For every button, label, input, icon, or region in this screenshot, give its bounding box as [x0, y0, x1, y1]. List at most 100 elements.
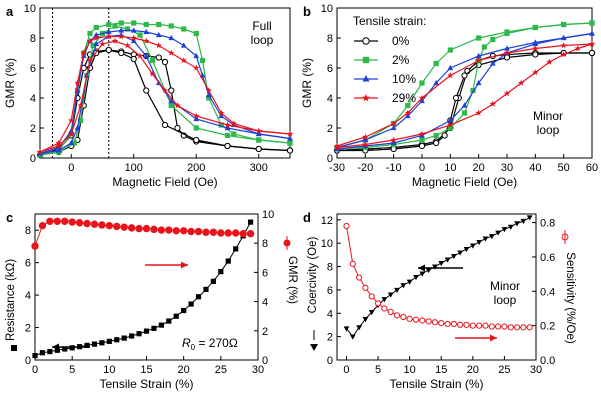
y-tick-label: 0 — [327, 153, 333, 165]
data-point — [149, 57, 156, 64]
data-point — [504, 45, 510, 51]
data-point — [413, 274, 419, 281]
data-point — [209, 228, 218, 236]
arrow-to-right-axis-head — [490, 334, 497, 342]
data-point — [224, 121, 231, 128]
data-point — [99, 40, 106, 47]
data-point — [193, 112, 200, 119]
data-point — [68, 218, 76, 226]
legend-marker — [362, 37, 370, 45]
data-point — [165, 226, 173, 234]
plot-frame — [39, 7, 291, 159]
x-tick-label: -30 — [329, 162, 345, 174]
data-point — [433, 139, 440, 147]
series-line — [345, 225, 530, 328]
data-point — [230, 120, 237, 127]
panel-letter: d — [303, 210, 311, 225]
data-point — [400, 283, 407, 289]
data-point — [418, 94, 426, 101]
data-point — [381, 297, 388, 303]
data-point — [255, 145, 262, 153]
series-coercivity — [343, 215, 533, 340]
data-point — [405, 102, 411, 109]
data-point — [80, 49, 87, 56]
data-point — [121, 335, 127, 341]
data-point — [546, 58, 553, 65]
data-point — [187, 227, 195, 236]
y-axis-label-left: Resistance (kΩ) — [5, 259, 17, 341]
data-point — [106, 338, 112, 344]
y-tick-label-left: 4 — [25, 290, 31, 302]
data-point — [256, 137, 262, 143]
data-point — [287, 140, 293, 146]
data-point — [156, 21, 162, 28]
data-point — [68, 127, 75, 134]
data-point — [38, 221, 47, 230]
data-point — [83, 219, 91, 228]
data-point — [447, 64, 454, 71]
data-point — [532, 39, 539, 45]
data-point — [224, 229, 232, 237]
data-point — [161, 87, 169, 94]
data-point — [180, 42, 187, 48]
data-point — [255, 130, 262, 137]
data-point — [526, 215, 533, 221]
x-tick-label: 30 — [501, 162, 513, 174]
data-point — [394, 287, 400, 294]
data-point — [206, 95, 212, 101]
data-point — [143, 28, 150, 35]
data-point — [168, 23, 174, 29]
data-point — [356, 325, 362, 331]
data-point — [93, 40, 100, 47]
y-tick-label-left: 0 — [327, 355, 333, 367]
data-point — [205, 91, 212, 98]
data-point — [71, 140, 77, 146]
data-point — [494, 323, 502, 330]
data-point — [32, 353, 38, 359]
data-point — [135, 224, 143, 233]
plot-frame — [336, 7, 593, 159]
legend-label: 10% — [392, 72, 416, 86]
data-point — [441, 132, 448, 139]
y-tick-label-right: 0.8 — [540, 218, 555, 230]
data-point — [343, 222, 350, 230]
data-point — [118, 49, 125, 57]
data-point — [87, 30, 93, 37]
data-point — [333, 142, 341, 149]
data-point — [526, 324, 533, 331]
data-point — [514, 221, 520, 227]
annotation-minor-loop: Minor loop — [533, 109, 563, 137]
x-tick-label: 25 — [498, 364, 510, 376]
y-tick-label: 2 — [30, 123, 36, 135]
data-point — [75, 219, 84, 227]
annotation-full-loop: Full loop — [251, 19, 274, 47]
data-point — [463, 246, 470, 253]
data-point — [450, 320, 457, 328]
y-tick-label: 8 — [327, 33, 333, 45]
y-tick-label-right: 0.2 — [540, 321, 555, 333]
data-point — [246, 230, 255, 238]
legend-title: Tensile strain: — [353, 14, 426, 28]
data-point — [195, 294, 202, 300]
data-point — [131, 20, 137, 26]
data-point — [447, 72, 454, 79]
data-point — [118, 20, 124, 26]
y-tick-label-right: 10 — [262, 209, 274, 221]
data-point — [136, 52, 144, 59]
data-point — [418, 130, 426, 137]
y-tick-label: 0 — [30, 153, 36, 165]
data-point — [218, 109, 225, 116]
data-point — [406, 279, 413, 285]
x-tick-label: 10 — [444, 162, 456, 174]
data-point — [488, 323, 495, 330]
data-point — [130, 55, 137, 63]
data-point — [217, 229, 225, 237]
series-line — [336, 43, 593, 149]
y-tick-label-left: 8 — [25, 225, 31, 237]
data-point — [118, 27, 125, 33]
data-point — [447, 117, 454, 123]
data-point — [205, 87, 212, 94]
data-point — [390, 139, 397, 146]
